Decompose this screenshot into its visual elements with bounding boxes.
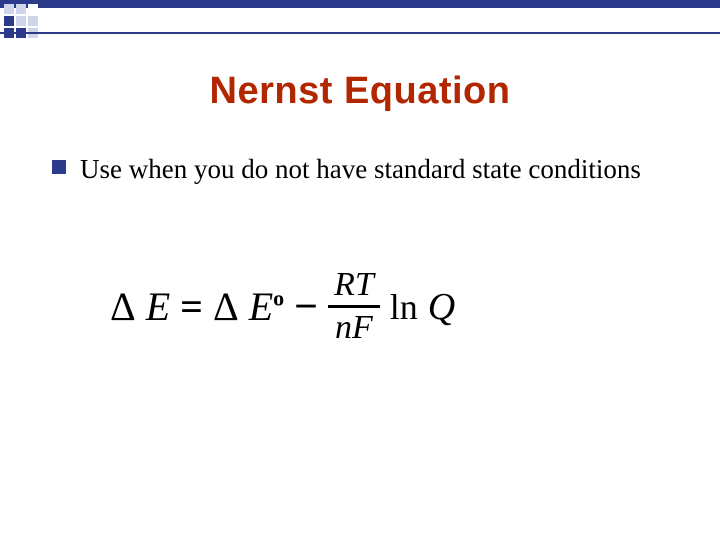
top-stripe — [0, 0, 720, 8]
eq-frac-bar — [328, 305, 380, 308]
corner-sq-3 — [4, 16, 14, 26]
slide-top-accent — [0, 0, 720, 36]
top-underline — [0, 32, 720, 34]
eq-equals: = — [180, 283, 203, 330]
eq-Q: Q — [428, 285, 455, 329]
eq-delta-2: Δ — [213, 283, 239, 330]
eq-super-o: o — [273, 286, 284, 311]
corner-sq-4 — [16, 16, 26, 26]
corner-sq-0 — [4, 4, 14, 14]
eq-frac-num: RT — [328, 268, 380, 302]
eq-frac-den-F: F — [352, 309, 373, 346]
eq-emf-std: Eo — [249, 283, 284, 330]
eq-emf-1: E — [146, 283, 170, 330]
eq-ln: ln — [390, 286, 418, 328]
corner-sq-5 — [28, 16, 38, 26]
bullet-text: Use when you do not have standard state … — [80, 152, 641, 187]
eq-emf-2: E — [249, 284, 273, 329]
bullet-item: Use when you do not have standard state … — [52, 152, 660, 187]
eq-frac-den-n: n — [335, 309, 352, 346]
bullet-square-icon — [52, 160, 66, 174]
eq-delta-1: Δ — [110, 283, 136, 330]
slide-title: Nernst Equation — [0, 70, 720, 113]
eq-minus: − — [294, 283, 318, 331]
eq-fraction: RT nF — [328, 268, 380, 345]
corner-sq-1 — [16, 4, 26, 14]
eq-frac-den: nF — [329, 311, 379, 345]
nernst-equation: Δ E = Δ Eo − RT nF ln Q — [110, 268, 455, 345]
corner-sq-2 — [28, 4, 38, 14]
